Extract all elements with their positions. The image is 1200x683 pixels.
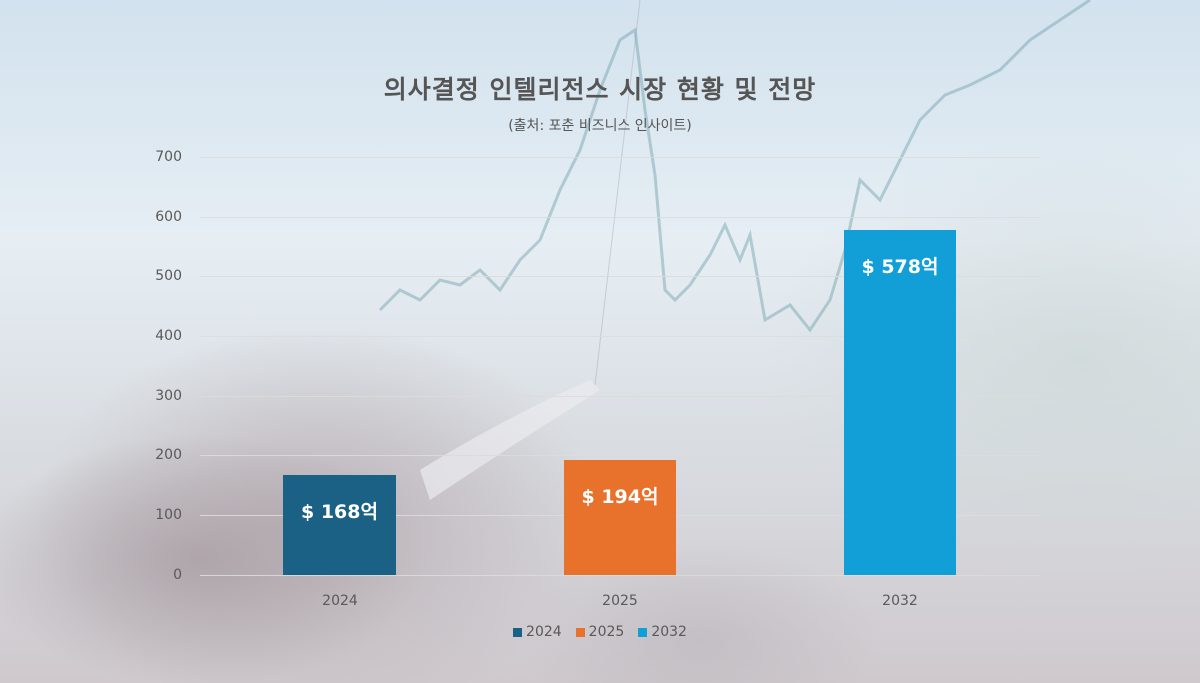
legend-item-2025[interactable]: 2025 [575,624,625,640]
chart-subtitle: (출처: 포춘 비즈니스 인사이트) [508,118,692,134]
y-tick-500: 500 [155,268,182,284]
legend-item-2024[interactable]: 2024 [513,624,562,640]
y-tick-400: 400 [155,328,182,344]
gridline [200,157,1040,158]
gridline [200,276,1040,277]
y-tick-0: 0 [173,567,182,583]
y-tick-100: 100 [155,507,182,523]
legend-label: 2032 [651,624,687,640]
x-tick-2032: 2032 [882,593,918,609]
y-tick-600: 600 [155,209,182,225]
chart-title: 의사결정 인텔리전스 시장 현황 및 전망 [383,75,817,104]
legend-item-2032[interactable]: 2032 [638,624,687,640]
legend-swatch-icon [575,627,585,637]
bar-2025[interactable]: $ 194억 [564,460,676,575]
bar-value-label: $ 194억 [581,486,659,508]
y-tick-200: 200 [155,447,182,463]
x-tick-2024: 2024 [322,593,358,609]
bar-value-label: $ 578억 [861,256,939,278]
bar-value-label: $ 168억 [301,501,378,523]
gridline [200,336,1040,337]
bar-2032[interactable]: $ 578억 [844,230,956,575]
y-tick-300: 300 [155,388,182,404]
gridline [200,396,1040,397]
x-axis-baseline [200,575,1040,576]
legend-label: 2024 [526,624,562,640]
gridline [200,217,1040,218]
gridline [200,455,1040,456]
x-tick-2025: 2025 [602,593,638,609]
y-tick-700: 700 [155,149,182,165]
legend-label: 2025 [588,624,625,640]
legend-swatch-icon [513,627,523,637]
legend-swatch-icon [638,627,648,637]
bar-2024[interactable]: $ 168억 [283,475,396,575]
chart-legend: 2024 2025 2032 [0,624,1200,640]
